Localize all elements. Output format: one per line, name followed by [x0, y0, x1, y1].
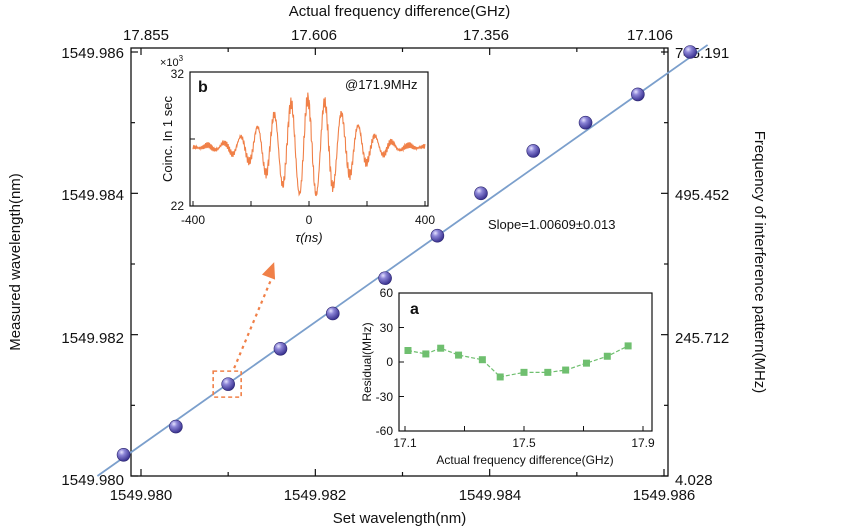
inset-b-y-tick-bottom: 22	[171, 199, 185, 213]
main-y-tick-labels: 1549.980 1549.982 1549.984 1549.986	[61, 45, 124, 489]
main-tick-marks	[131, 48, 668, 477]
main-y2-tick-label: 495.452	[675, 187, 729, 204]
main-data-point	[474, 186, 488, 201]
main-x-tick-label: 1549.980	[110, 487, 173, 504]
inset-b-x-tick: -400	[181, 213, 205, 227]
inset-a-point	[404, 347, 412, 354]
inset-a-y-tick: -30	[376, 390, 394, 404]
main-y-tick-label: 1549.982	[61, 330, 124, 347]
main-data-point	[578, 115, 593, 130]
main-x-tick-labels: 1549.980 1549.982 1549.984 1549.986	[110, 487, 696, 504]
inset-b-tick-marks	[190, 71, 426, 207]
main-x2-tick-labels: 17.855 17.606 17.356 17.106	[123, 27, 673, 44]
main-data-point	[631, 87, 645, 102]
inset-b-y-title: Coinc. In 1 sec	[160, 96, 175, 182]
main-data-point	[221, 377, 235, 391]
main-x-tick-label: 1549.982	[284, 487, 347, 504]
main-plot-frame	[130, 47, 669, 477]
main-data-point	[116, 447, 131, 462]
inset-a-x-tick: 17.5	[512, 436, 536, 450]
main-x-tick-label: 1549.984	[459, 487, 522, 504]
main-data-point	[526, 144, 541, 158]
main-y2-tick-label: 4.028	[675, 472, 713, 489]
main-y-axis-title: Measured wavelength(nm)	[7, 173, 24, 351]
main-x2-axis-title: Actual frequency difference(GHz)	[289, 3, 511, 20]
main-data-point	[378, 271, 392, 285]
main-x2-tick-label: 17.606	[291, 27, 337, 44]
inset-b-x-tick: 400	[415, 213, 435, 227]
main-data-point	[683, 45, 697, 59]
inset-b-curve	[192, 92, 426, 197]
main-data-point	[273, 341, 288, 356]
main-x2-tick-label: 17.356	[463, 27, 509, 44]
inset-b-panel-label: b	[198, 79, 208, 96]
inset-b-x-tick: 0	[306, 213, 313, 227]
inset-b: b @171.9MHz ×103 32 22 -400 0 400 τ(ns) …	[160, 54, 435, 245]
inset-a-points	[404, 342, 632, 381]
main-y-tick-label: 1549.980	[61, 472, 124, 489]
main-x-axis-title: Set wavelength(nm)	[333, 510, 466, 527]
inset-b-y-exponent: ×103	[160, 54, 184, 69]
inset-a-point	[496, 373, 504, 381]
inset-a-x-tick: 17.1	[393, 436, 417, 450]
inset-a-point	[544, 368, 552, 376]
inset-a-y-tick: 30	[380, 321, 394, 335]
inset-a-y-tick: 60	[380, 286, 394, 300]
main-y2-tick-label: 245.712	[675, 330, 729, 347]
main-data-points	[116, 45, 697, 462]
inset-a-x-tick: 17.9	[631, 436, 655, 450]
inset-b-annotation: @171.9MHz	[345, 77, 417, 92]
main-y-tick-label: 1549.984	[61, 187, 124, 204]
inset-a-point	[520, 368, 528, 376]
inset-a-point	[455, 351, 463, 359]
inset-a-frame	[398, 292, 653, 432]
main-data-point	[430, 228, 445, 243]
inset-a-point	[478, 356, 486, 364]
main-y-tick-label: 1549.986	[61, 45, 124, 62]
main-x-tick-label: 1549.986	[633, 487, 696, 504]
inset-a-point	[603, 352, 611, 360]
main-data-point	[169, 419, 183, 434]
inset-a-point	[422, 350, 430, 358]
inset-a-y-tick: 0	[386, 355, 393, 369]
inset-a: a 60 30 0 -30 -60 17.1 17.5 17.9 Actual …	[360, 286, 655, 467]
inset-a-y-title: Residual(MHz)	[360, 322, 374, 401]
slope-annotation: Slope=1.00609±0.013	[488, 217, 616, 232]
inset-a-panel-label: a	[410, 301, 419, 318]
inset-a-point	[624, 342, 632, 350]
main-y2-axis-title: Frequency of interference pattern(MHz)	[751, 131, 768, 394]
inset-a-x-title: Actual frequency difference(GHz)	[436, 453, 613, 467]
inset-a-tick-marks	[399, 292, 644, 432]
inset-b-x-title: τ(ns)	[295, 230, 322, 245]
highlight-arrowhead	[261, 262, 276, 280]
inset-a-point	[437, 344, 445, 352]
inset-b-frame	[189, 71, 429, 207]
fit-line	[96, 44, 709, 477]
inset-a-point	[562, 366, 570, 374]
main-y2-tick-labels: 4.028 245.712 495.452 745.191	[675, 45, 729, 489]
inset-a-y-tick: -60	[376, 424, 394, 438]
inset-a-point	[582, 359, 590, 367]
main-data-point	[325, 306, 340, 321]
highlight-box	[212, 370, 242, 398]
main-y2-tick-label: 745.191	[675, 45, 729, 62]
main-x2-tick-label: 17.106	[627, 27, 673, 44]
inset-b-y-tick-top: 32	[171, 67, 185, 81]
main-x2-tick-label: 17.855	[123, 27, 169, 44]
highlight-arrow	[233, 271, 276, 369]
